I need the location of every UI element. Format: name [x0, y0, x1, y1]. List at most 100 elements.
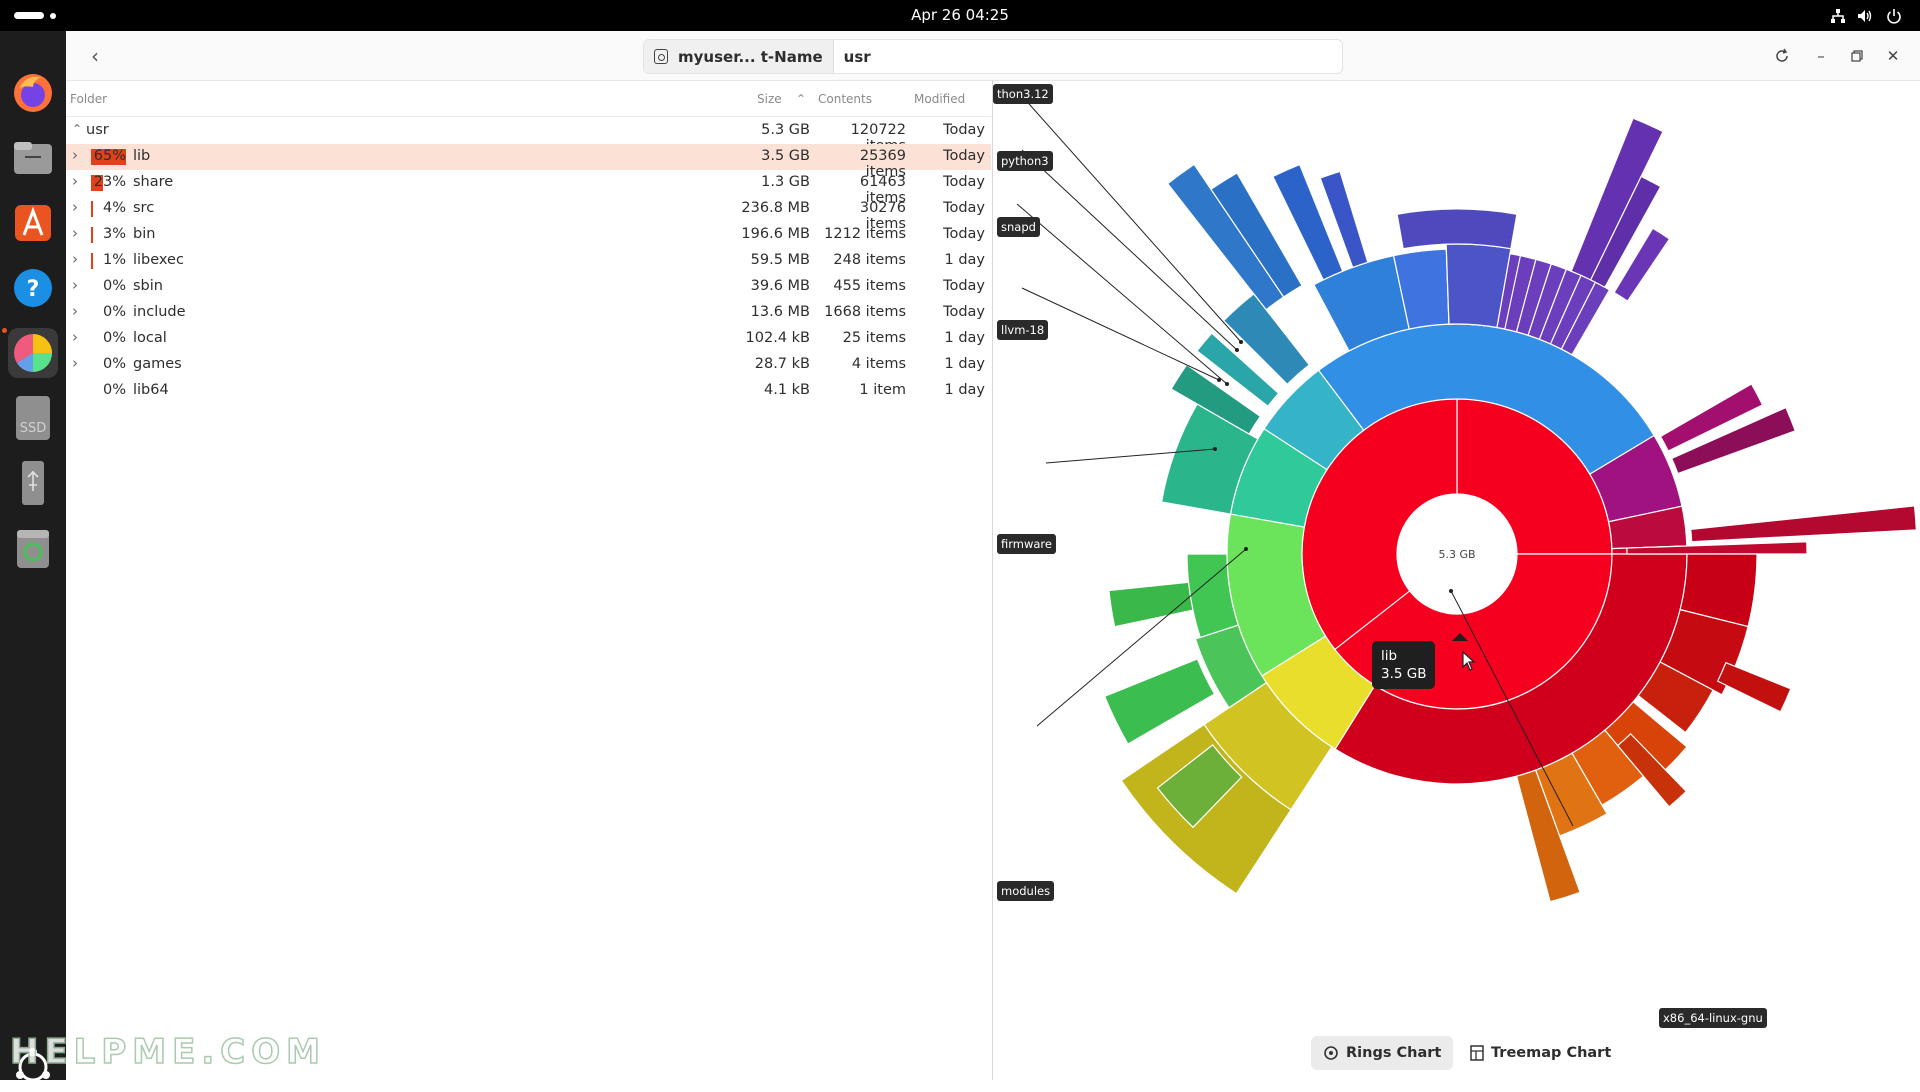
ring-segment[interactable] — [1690, 505, 1918, 543]
network-icon[interactable] — [1829, 7, 1847, 25]
chevron-right-icon[interactable]: › — [72, 276, 78, 294]
tree-row[interactable]: › 0% include 13.6 MB 1668 items Today — [66, 300, 991, 326]
breadcrumb-home[interactable]: myuser... t-Name — [644, 40, 834, 73]
pane-divider[interactable] — [992, 80, 993, 1080]
column-size[interactable]: Size — [757, 92, 782, 106]
chart-label[interactable]: llvm-18 — [997, 320, 1049, 340]
activities-indicator[interactable] — [14, 12, 44, 19]
chart-label[interactable]: snapd — [997, 217, 1040, 237]
chevron-right-icon[interactable]: › — [72, 198, 78, 216]
ring-segment[interactable] — [1263, 369, 1365, 471]
percent-bar — [91, 149, 126, 165]
center-size-label: 5.3 GB — [1438, 548, 1475, 561]
tree-row[interactable]: › 1% libexec 59.5 MB 248 items 1 day — [66, 248, 991, 274]
row-percent: 3% — [102, 226, 126, 242]
ring-segment[interactable] — [1616, 732, 1688, 808]
column-contents[interactable]: Contents — [818, 92, 872, 106]
column-folder[interactable]: Folder — [70, 92, 108, 106]
treemap-chart-toggle[interactable]: Treemap Chart — [1458, 1036, 1623, 1070]
maximize-button[interactable] — [1844, 43, 1870, 69]
trash-icon[interactable] — [8, 523, 58, 573]
rings-chart-label: Rings Chart — [1346, 1045, 1442, 1061]
disk-usage-analyzer-icon[interactable] — [8, 328, 58, 378]
ring-segment[interactable] — [1319, 170, 1369, 269]
row-contents: 1668 items — [824, 304, 906, 320]
tree-row[interactable]: › 0% local 102.4 kB 25 items 1 day — [66, 326, 991, 352]
ring-segment[interactable] — [1670, 406, 1797, 475]
tree-row[interactable]: › 65% lib 3.5 GB 25369 items Today — [66, 144, 991, 180]
refresh-button[interactable] — [1769, 43, 1795, 69]
chevron-right-icon[interactable]: › — [72, 172, 78, 190]
top-bar: Apr 26 04:25 — [0, 0, 1920, 31]
chart-label[interactable]: firmware — [997, 534, 1056, 554]
ring-segment[interactable] — [1196, 332, 1280, 408]
rings-chart[interactable]: 5.3 GB — [993, 80, 1920, 1080]
ring-segment[interactable] — [1613, 227, 1671, 302]
label-leader-line — [1016, 203, 1228, 385]
ring-segment[interactable] — [1716, 661, 1792, 713]
firefox-icon[interactable] — [8, 68, 58, 118]
ring-segment[interactable] — [1186, 553, 1240, 639]
power-icon[interactable] — [1885, 7, 1903, 25]
rings-chart-icon — [1324, 1046, 1338, 1060]
percent-bar — [91, 201, 93, 217]
app-center-icon[interactable] — [8, 198, 58, 248]
files-icon[interactable] — [8, 133, 58, 183]
close-button[interactable]: ✕ — [1880, 43, 1906, 69]
minimize-button[interactable]: – — [1808, 43, 1834, 69]
row-size: 3.5 GB — [761, 148, 810, 164]
ring-segment[interactable] — [1108, 581, 1194, 628]
chevron-right-icon[interactable]: › — [72, 250, 78, 268]
tree-row[interactable]: › 0% sbin 39.6 MB 455 items Today — [66, 274, 991, 300]
row-size: 1.3 GB — [761, 174, 810, 190]
chevron-left-icon: ‹ — [91, 44, 99, 68]
tree-row[interactable]: 0% lib64 4.1 kB 1 item 1 day — [66, 378, 991, 404]
row-contents: 455 items — [833, 278, 906, 294]
volume-icon[interactable] — [1856, 7, 1874, 25]
tree-row[interactable]: › 0% games 28.7 kB 4 items 1 day — [66, 352, 991, 378]
chart-label[interactable]: x86_64-linux-gnu — [1659, 1008, 1767, 1028]
usb-drive-icon[interactable] — [8, 458, 58, 508]
chevron-right-icon[interactable]: › — [72, 328, 78, 346]
row-contents: 1 item — [859, 382, 906, 398]
column-modified[interactable]: Modified — [914, 92, 966, 106]
ring-center[interactable] — [1397, 494, 1517, 614]
ring-segment[interactable] — [1589, 175, 1662, 289]
rings-chart-toggle[interactable]: Rings Chart — [1311, 1036, 1454, 1070]
back-button[interactable]: ‹ — [80, 41, 110, 71]
chart-label[interactable]: thon3.12 — [993, 84, 1053, 104]
mouse-cursor-icon — [1462, 651, 1476, 671]
chevron-right-icon[interactable]: › — [72, 354, 78, 372]
row-contents: 25 items — [842, 330, 906, 346]
ring-segment[interactable] — [1626, 541, 1808, 555]
row-name: lib64 — [133, 382, 169, 398]
row-modified: Today — [943, 200, 985, 216]
row-contents: 30276 items — [859, 200, 906, 232]
clock[interactable]: Apr 26 04:25 — [911, 6, 1009, 24]
ring-segment[interactable] — [1272, 163, 1344, 281]
tree-row[interactable]: › 23% share 1.3 GB 61463 items Today — [66, 170, 991, 206]
help-icon[interactable]: ? — [8, 263, 58, 313]
refresh-icon — [1776, 48, 1788, 62]
breadcrumb-current[interactable]: usr — [834, 40, 881, 73]
chevron-right-icon[interactable]: › — [72, 224, 78, 242]
ring-segment[interactable] — [1156, 744, 1243, 829]
rings-chart-area[interactable]: 5.3 GB — [993, 80, 1920, 1080]
tree-row[interactable]: › 3% bin 196.6 MB 1212 items Today — [66, 222, 991, 248]
ring-segment[interactable] — [1170, 363, 1262, 435]
tree-row[interactable]: › 4% src 236.8 MB 30276 items Today — [66, 196, 991, 232]
ring-segment[interactable] — [1103, 658, 1216, 745]
chevron-right-icon[interactable]: › — [72, 146, 78, 164]
chart-label[interactable]: python3 — [997, 151, 1053, 171]
ring-segment[interactable] — [1659, 383, 1764, 452]
ring-segment[interactable] — [1637, 661, 1714, 734]
ring-segment[interactable] — [1222, 293, 1311, 386]
ssd-drive-icon[interactable]: SSD — [8, 393, 58, 443]
ring-segment[interactable] — [1210, 172, 1303, 298]
chart-label[interactable]: modules — [997, 881, 1055, 901]
ring-segment[interactable] — [1515, 769, 1581, 903]
ring-segment[interactable] — [1396, 208, 1518, 250]
chevron-right-icon[interactable]: › — [72, 302, 78, 320]
percent-bar — [91, 227, 93, 243]
